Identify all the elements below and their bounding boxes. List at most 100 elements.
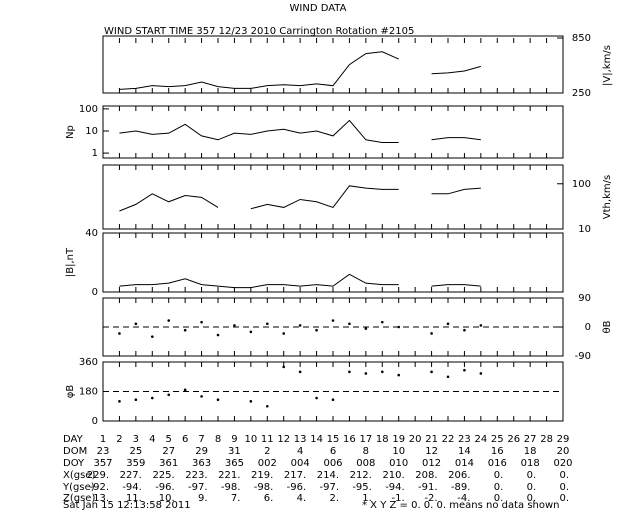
table-cell: 22 [442,434,455,445]
data-point [200,395,203,398]
table-cell: 27 [162,446,175,457]
data-point [331,319,335,322]
table-cell: 7 [198,434,204,445]
table-cell: 14 [310,434,323,445]
panel-frame [102,35,564,94]
row-label: X(gse) [63,470,95,481]
footer-note: * X Y Z = 0. 0. 0. means no data shown [362,500,560,511]
table-cell: -94. [122,482,142,493]
data-point [249,400,253,403]
data-point [118,400,121,403]
table-cell: 23 [97,446,110,457]
table-cell: 002 [258,458,277,469]
table-cell: 24 [474,434,487,445]
table-cell: 11. [126,493,142,504]
table-cell: 0. [559,482,569,493]
data-line [119,119,481,144]
table-cell: 17 [359,434,372,445]
data-point [249,330,253,334]
table-cell: 26 [507,434,520,445]
table-cell: 1. [362,493,372,504]
chart-subtitle: WIND START TIME 357 12/23 2010 Carringto… [104,26,414,37]
table-cell: 12 [277,434,290,445]
table-cell: -95. [352,482,372,493]
table-cell: 10 [392,446,405,457]
table-cell: 8 [363,446,369,457]
y-tick-label: 100 [79,104,98,115]
data-point [233,324,236,327]
table-cell: 14 [458,446,471,457]
y-tick-label: 850 [572,33,591,44]
table-cell: 016 [488,458,507,469]
data-point [150,335,154,338]
data-point [298,370,302,374]
table-cell: 020 [553,458,572,469]
table-cell: 363 [192,458,211,469]
data-point [463,328,466,332]
data-point [183,388,187,392]
data-point [397,325,401,329]
table-cell: -89. [451,482,471,493]
table-cell: 217. [284,470,306,481]
y-tick-label: 0 [92,287,98,298]
data-line [119,273,481,289]
table-cell: 006 [323,458,342,469]
table-cell: 223. [185,470,207,481]
table-cell: 0. [527,482,537,493]
table-cell: 25 [491,434,504,445]
table-cell: -98. [221,482,241,493]
row-label: DAY [63,434,84,445]
table-cell: 365 [225,458,244,469]
table-cell: 229. [87,470,109,481]
table-cell: 221. [218,470,240,481]
table-cell: 219. [251,470,273,481]
table-cell: -94. [385,482,405,493]
table-cell: 4 [297,446,303,457]
table-cell: 10 [244,434,257,445]
data-point [315,328,318,332]
data-point [150,396,154,400]
data-point [364,327,368,330]
data-point [315,396,318,400]
table-cell: 16 [343,434,356,445]
table-cell: 20 [409,434,422,445]
table-cell: 2. [329,493,339,504]
table-cell: -97. [319,482,339,493]
table-cell: 29 [557,434,570,445]
data-point [380,370,384,374]
data-point [446,375,450,379]
data-point [348,322,351,326]
table-cell: -96. [287,482,307,493]
data-point [298,324,302,327]
data-line [119,51,481,90]
data-point [216,333,220,337]
table-cell: 212. [350,470,372,481]
data-point [479,324,483,327]
table-cell: 16 [491,446,504,457]
table-cell: 23 [458,434,471,445]
table-cell: 214. [317,470,339,481]
table-cell: 008 [356,458,375,469]
chart-title: WIND DATA [290,3,347,14]
table-cell: 19 [392,434,405,445]
table-cell: 004 [291,458,310,469]
table-cell: -98. [254,482,274,493]
y-axis-label: |B|,nT [65,247,76,277]
data-point [479,372,483,375]
data-line [119,185,481,212]
table-cell: -97. [188,482,208,493]
table-cell: 0. [527,493,537,504]
y-tick-label: 360 [79,357,98,368]
data-point [282,332,286,335]
data-point [430,370,433,374]
data-point [167,319,171,322]
table-cell: 8 [215,434,221,445]
y-tick-label: 250 [572,88,591,99]
y-tick-label: 40 [85,228,98,239]
table-cell: 2 [116,434,122,445]
y-tick-label: 1 [92,148,98,159]
table-cell: 25 [129,446,142,457]
data-point [134,322,138,326]
table-cell: 361 [159,458,178,469]
